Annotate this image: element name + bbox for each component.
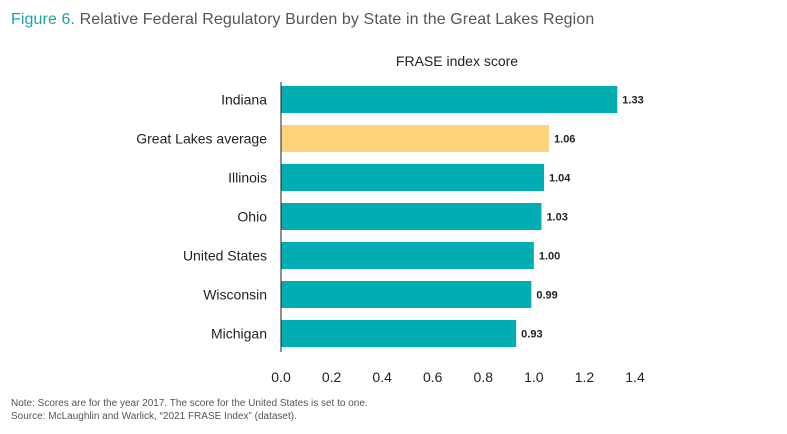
category-label-united-states: United States: [183, 248, 267, 264]
figure-number: Figure 6.: [11, 11, 76, 28]
value-label-illinois: 1.04: [549, 173, 571, 185]
value-label-michigan: 0.93: [521, 329, 542, 341]
bar-united-states: [281, 242, 534, 269]
category-label-great-lakes-average: Great Lakes average: [136, 131, 267, 147]
figure-title-text: Relative Federal Regulatory Burden by St…: [79, 11, 595, 28]
bar-ohio: [281, 203, 542, 230]
category-label-illinois: Illinois: [228, 170, 267, 186]
category-label-wisconsin: Wisconsin: [203, 287, 267, 303]
bar-great-lakes-average: [281, 125, 550, 152]
value-label-united-states: 1.00: [539, 251, 560, 263]
bar-illinois: [281, 164, 544, 191]
note-text: Note: Scores are for the year 2017. The …: [11, 398, 368, 409]
x-tick-label: 1.4: [625, 369, 645, 385]
bar-michigan: [281, 320, 517, 347]
x-tick-label: 0.0: [271, 369, 291, 385]
x-tick-label: 0.8: [474, 369, 494, 385]
bar-indiana: [281, 86, 618, 113]
category-label-indiana: Indiana: [221, 92, 267, 108]
chart-notes: Note: Scores are for the year 2017. The …: [11, 397, 368, 423]
value-label-ohio: 1.03: [546, 212, 567, 224]
source-text: Source: McLaughlin and Warlick, “2021 FR…: [11, 411, 297, 422]
x-tick-label: 1.0: [524, 369, 544, 385]
x-tick-label: 0.6: [423, 369, 443, 385]
x-tick-label: 1.2: [575, 369, 595, 385]
bar-wisconsin: [281, 281, 532, 308]
category-label-ohio: Ohio: [237, 209, 267, 225]
x-tick-label: 0.4: [372, 369, 392, 385]
figure-title: Figure 6. Relative Federal Regulatory Bu…: [11, 11, 594, 29]
value-label-wisconsin: 0.99: [536, 290, 557, 302]
chart-title: FRASE index score: [396, 53, 518, 69]
category-label-michigan: Michigan: [211, 326, 267, 342]
value-label-indiana: 1.33: [622, 95, 643, 107]
value-label-great-lakes-average: 1.06: [554, 134, 575, 146]
x-tick-label: 0.2: [322, 369, 342, 385]
